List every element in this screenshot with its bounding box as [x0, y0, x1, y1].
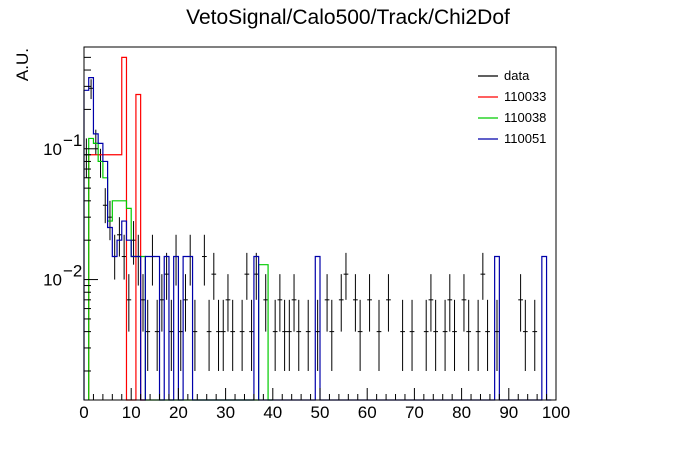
x-tick-label: 100	[542, 403, 570, 422]
series-data-point	[315, 299, 320, 371]
series-110033-line	[88, 56, 146, 401]
x-tick-label: 60	[358, 403, 377, 422]
series-data-point	[338, 274, 344, 332]
legend-entry-110038-label: 110038	[504, 110, 546, 125]
series-data-point	[291, 274, 297, 332]
legend-entry-data: data	[478, 68, 530, 83]
series-data-point	[84, 138, 89, 178]
series-data-point	[353, 274, 358, 332]
series-data-point	[376, 299, 382, 371]
legend-entry-110051: 110051	[478, 131, 546, 146]
series-data-point	[220, 299, 226, 371]
x-tick-label: 70	[405, 403, 424, 422]
x-tick-label: 80	[452, 403, 471, 422]
series-data-point	[121, 234, 127, 280]
series-data-point	[263, 274, 269, 332]
series-data-point	[466, 299, 472, 371]
series-data-point	[277, 274, 283, 332]
series-data-point	[168, 299, 174, 371]
y-tick-label-exponent: −2	[63, 262, 82, 281]
series-data-point	[480, 252, 486, 300]
series-data-point	[423, 299, 429, 371]
legend: data 110033 110038 110051	[478, 68, 546, 146]
series-data-point	[150, 234, 155, 286]
series-data-point	[428, 274, 434, 332]
legend-entry-data-label: data	[504, 68, 530, 83]
x-tick-label: 50	[311, 403, 330, 422]
legend-entry-110051-label: 110051	[504, 131, 546, 146]
series-data-point	[452, 299, 457, 371]
series-data-point	[494, 299, 500, 371]
x-tick-label: 40	[263, 403, 282, 422]
series-data-point	[485, 299, 490, 371]
series-data-point	[282, 299, 287, 371]
series-data-point	[140, 274, 146, 332]
series-data-point	[461, 274, 467, 332]
y-tick-label: 10	[43, 271, 62, 290]
y-axis-label: A.U.	[13, 48, 32, 81]
chart-title: VetoSignal/Calo500/Track/Chi2Dof	[186, 6, 510, 29]
series-data-point	[447, 274, 453, 332]
series-data-point	[532, 299, 538, 371]
series-data-point	[192, 299, 198, 371]
series-data-point	[230, 299, 236, 371]
series-data-point	[126, 274, 132, 332]
series-data-point	[225, 274, 231, 332]
x-tick-label: 90	[499, 403, 518, 422]
series-data-point	[329, 299, 335, 371]
series-data-point	[343, 252, 349, 300]
series-data-point	[357, 299, 363, 371]
series-data-point	[135, 234, 141, 286]
series-data-point	[367, 274, 372, 332]
series-data-point	[216, 299, 221, 371]
series-data-point	[178, 299, 184, 371]
series-data-point	[400, 299, 405, 371]
x-tick-label: 0	[79, 403, 88, 422]
series-data-point	[88, 79, 94, 100]
series-data-point	[98, 148, 103, 178]
series-data-point	[164, 252, 169, 300]
series-data-point	[154, 299, 160, 371]
series-data-point	[117, 217, 122, 257]
x-tick-label: 30	[216, 403, 235, 422]
series-data-point	[102, 188, 108, 224]
legend-entry-110033-label: 110033	[504, 89, 546, 104]
series-data-point	[202, 234, 207, 286]
series-data-point	[253, 252, 259, 300]
series-data-point	[522, 299, 528, 371]
x-tick-label: 10	[122, 403, 141, 422]
series-data-point	[206, 299, 212, 371]
series-data-point	[386, 274, 391, 332]
series-data-point	[272, 299, 278, 371]
series-data-point	[518, 274, 523, 332]
series-data-point	[296, 299, 302, 371]
series-data-point	[159, 274, 165, 332]
series-data-point	[433, 299, 438, 371]
x-tick-label: 20	[169, 403, 188, 422]
y-tick-label: 10	[43, 140, 62, 159]
legend-entry-110033: 110033	[478, 89, 546, 104]
legend-entry-110038: 110038	[478, 110, 546, 125]
series-data-point	[112, 234, 118, 280]
y-tick-label-exponent: −1	[63, 131, 82, 150]
series-data-point	[244, 252, 250, 300]
series-data-point	[131, 221, 136, 265]
series-data-point	[173, 234, 179, 286]
series-data-point	[211, 252, 217, 300]
series-data-point	[324, 274, 330, 332]
series-data-point	[305, 299, 311, 371]
series-data-point	[409, 299, 415, 371]
series-data-point	[286, 299, 292, 371]
series-data-point	[442, 299, 448, 371]
series-data-point	[475, 299, 481, 371]
series-data-point	[239, 299, 245, 371]
series-data-point	[249, 299, 254, 371]
series-data-point	[145, 299, 151, 371]
series-data-point	[183, 274, 188, 332]
series-data-point	[187, 234, 193, 286]
